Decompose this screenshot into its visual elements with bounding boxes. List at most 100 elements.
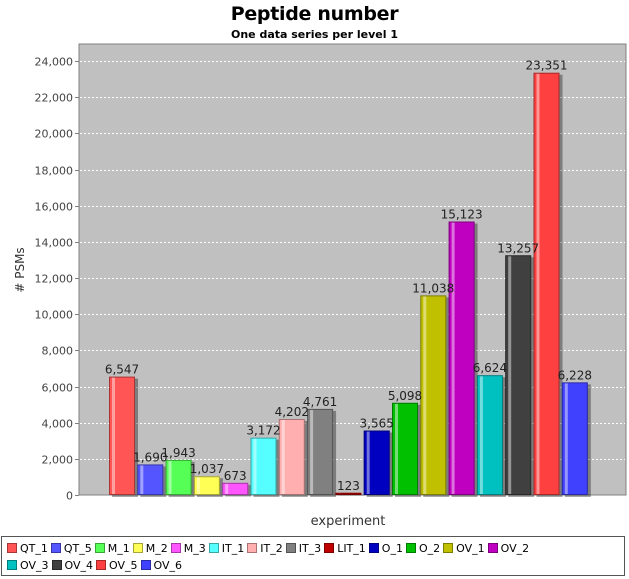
legend-item-IT_1: IT_1 — [208, 540, 244, 557]
y-tick-label: 4,000 — [42, 418, 74, 431]
bar-highlight — [140, 465, 144, 494]
legend-label: IT_2 — [260, 542, 283, 555]
bar-body — [109, 376, 135, 495]
data-label-LIT_1: 123 — [337, 479, 360, 493]
legend-label: QT_5 — [63, 542, 92, 555]
legend-swatch — [285, 543, 296, 553]
y-tick-label: 2,000 — [42, 454, 74, 467]
bar-body — [250, 437, 277, 495]
bar-outline — [222, 482, 249, 496]
legend-label: O_2 — [418, 542, 441, 555]
bar-highlight — [508, 256, 512, 494]
legend-swatch — [96, 560, 106, 570]
legend-label: IT_3 — [298, 542, 322, 555]
legend-item-IT_3: IT_3 — [285, 540, 321, 557]
bar-highlight — [564, 383, 568, 494]
bar-highlight — [423, 296, 427, 494]
bar-body — [363, 430, 390, 495]
legend-item-OV_4: OV_4 — [51, 557, 94, 574]
bar-O_1 — [363, 430, 390, 496]
legend-label: M_2 — [145, 542, 168, 555]
bar-M_2 — [193, 476, 220, 496]
y-axis-label: # PSMs — [13, 247, 27, 292]
bar-body — [476, 375, 503, 495]
chart-title: Peptide number — [230, 3, 399, 25]
bar-body — [165, 459, 192, 495]
data-label-IT_3: 4,761 — [303, 395, 337, 409]
bar-highlight — [451, 222, 455, 494]
legend-label: O_1 — [381, 542, 403, 555]
legend-swatch — [208, 543, 219, 553]
bar-highlight — [395, 403, 398, 494]
bar-outline — [307, 408, 334, 495]
data-label-IT_1: 3,172 — [246, 424, 280, 438]
bar-OV_6 — [561, 382, 588, 496]
legend-swatch — [247, 543, 258, 553]
bar-highlight — [536, 73, 540, 494]
legend-item-LIT_1: LIT_1 — [323, 540, 366, 557]
legend-swatch — [50, 543, 61, 553]
legend-item-QT_1: QT_1 — [6, 540, 48, 557]
bar-outline — [109, 376, 135, 496]
bar-M_1 — [165, 459, 192, 495]
legend-swatch — [94, 543, 105, 553]
bar-highlight — [225, 483, 229, 494]
y-tick-label: 24,000 — [35, 56, 74, 69]
legend-item-OV_1: OV_1 — [442, 540, 485, 557]
bar-body — [137, 464, 164, 495]
y-axis: 0 2,000 4,000 6,000 8,000 10,000 12,000 14,000 1… — [35, 56, 79, 503]
bar-outline — [193, 476, 220, 496]
bar-body — [335, 492, 362, 495]
legend-item-O_1: O_1 — [368, 540, 403, 557]
bar-highlight — [168, 460, 172, 494]
data-label-M_1: 1,943 — [161, 446, 195, 460]
chart-canvas: 0 2,000 4,000 6,000 8,000 10,000 12,000 14,000 1… — [13, 43, 627, 529]
bar-M_3 — [222, 482, 249, 496]
y-tick-label: 12,000 — [35, 273, 74, 286]
legend-item-QT_5: QT_5 — [50, 540, 92, 557]
data-label-M_3: 673 — [224, 469, 247, 483]
legend-swatch — [7, 543, 17, 553]
legend-label: OV_4 — [64, 559, 94, 572]
legend-label: IT_1 — [221, 542, 245, 555]
legend: QT_1 QT_5 M_1 M_2 M_3 IT_1 IT_2 IT_3 LIT_1 O_1 O_2… — [1, 536, 625, 576]
bar-body — [278, 419, 305, 495]
y-tick-label: 20,000 — [35, 128, 74, 141]
legend-item-OV_2: OV_2 — [487, 540, 530, 557]
legend-item-M_1: M_1 — [94, 540, 130, 557]
bar-OV_2 — [448, 221, 475, 495]
bar-body — [392, 402, 418, 495]
legend-swatch — [324, 543, 335, 553]
legend-label: OV_2 — [500, 542, 530, 555]
bar-QT_1 — [109, 376, 135, 496]
data-label-O_2: 5,098 — [388, 389, 422, 403]
bar-IT_3 — [307, 408, 334, 495]
bar-outline — [505, 255, 532, 495]
bar-highlight — [366, 431, 370, 494]
legend-item-OV_6: OV_6 — [140, 557, 183, 574]
y-tick-label: 10,000 — [35, 309, 74, 322]
bar-highlight — [253, 438, 257, 494]
grid-lines — [80, 61, 625, 460]
data-label-OV_5: 23,351 — [526, 59, 568, 73]
data-label-OV_3: 6,624 — [473, 361, 507, 375]
bar-body — [420, 295, 447, 495]
y-tick-label: 14,000 — [35, 237, 74, 250]
bar-outline — [476, 375, 503, 495]
data-label-QT_1: 6,547 — [105, 363, 139, 377]
bar-outline — [250, 437, 277, 496]
bar-body — [193, 476, 220, 495]
bar-body — [222, 482, 249, 495]
bar-body — [448, 221, 475, 495]
legend-item-M_3: M_3 — [170, 540, 206, 557]
bar-outline — [165, 459, 192, 495]
legend-label: M_3 — [183, 542, 206, 555]
legend-label: OV_6 — [153, 559, 183, 572]
bar-OV_5 — [533, 72, 560, 495]
legend-item-IT_2: IT_2 — [246, 540, 283, 557]
legend-swatch — [443, 543, 454, 553]
bar-outline — [363, 430, 390, 496]
bar-outline — [561, 382, 588, 496]
data-label-OV_1: 11,038 — [412, 281, 454, 295]
y-tick-label: 6,000 — [42, 382, 74, 395]
